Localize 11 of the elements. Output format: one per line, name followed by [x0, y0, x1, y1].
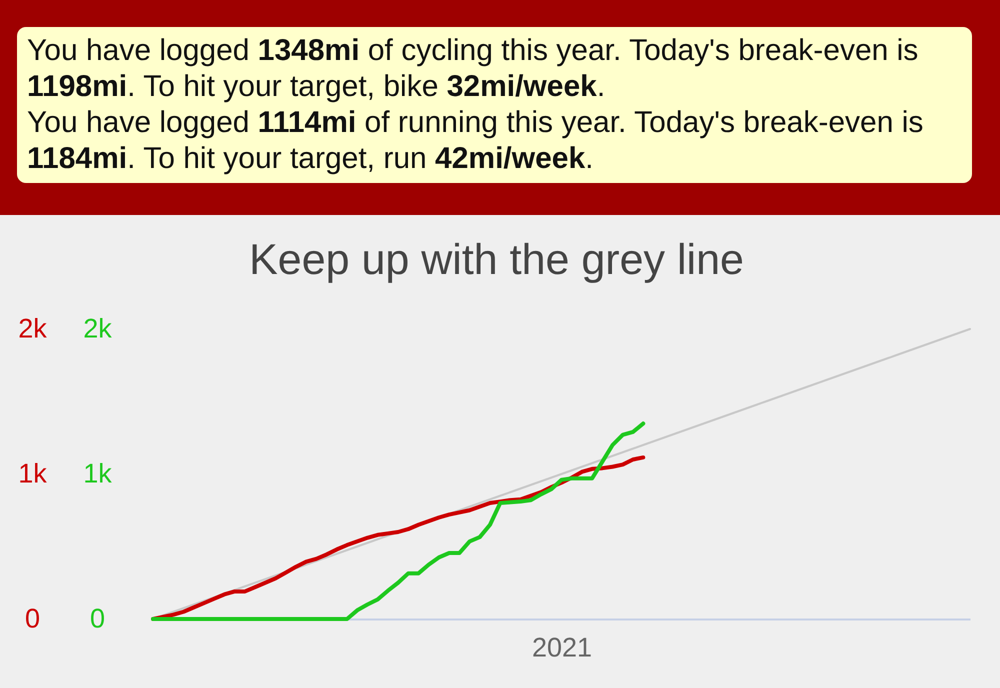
line-series	[151, 422, 646, 621]
y-tick-label: 2k	[18, 314, 48, 344]
y2-tick-label: 1k	[83, 458, 112, 488]
text: You have logged 1114mi of running this year. Today's break-even is 1184mi. To hit your target, run 42mi/week.	[27, 106, 924, 175]
y-tick-label: 1k	[18, 458, 48, 488]
y2-tick-label: 2k	[83, 314, 112, 344]
chart-title: Keep up with the grey line	[249, 236, 744, 284]
y2-tick-label: 0	[90, 604, 106, 634]
x-tick-label: 2021	[532, 632, 592, 662]
y-tick-label: 0	[24, 604, 40, 634]
text: You have logged 1348mi of cycling this year. Today's break-even is 1198mi. To hit your target, bike 32mi/week.	[27, 34, 918, 103]
